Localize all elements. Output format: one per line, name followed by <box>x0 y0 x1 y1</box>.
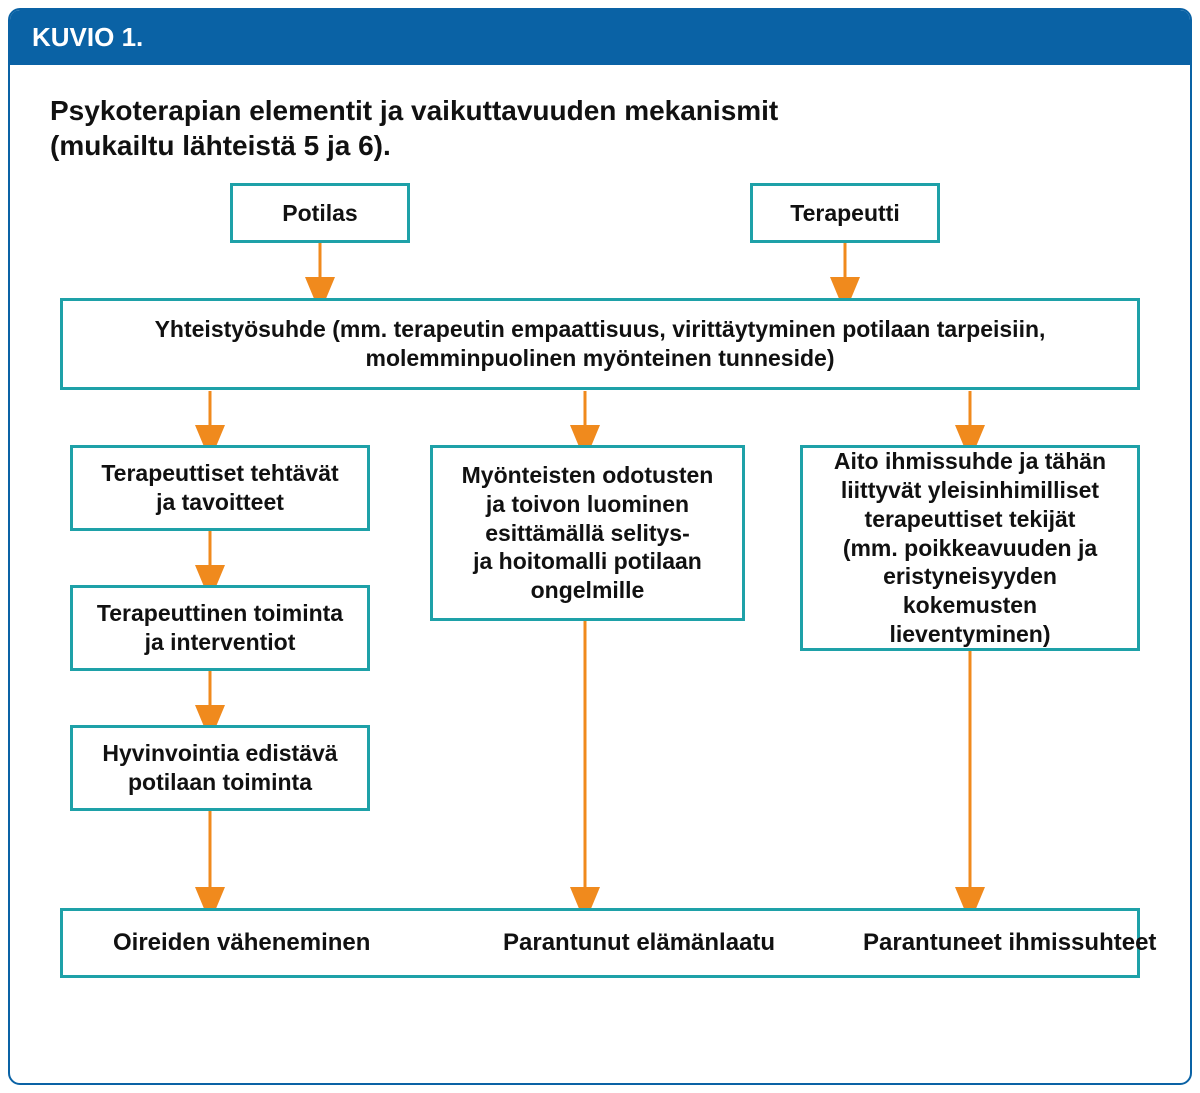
outcome-1: Oireiden väheneminen <box>113 929 370 957</box>
flowchart-canvas: Potilas Terapeutti Yhteistyösuhde (mm. t… <box>30 173 1170 1053</box>
node-therapist: Terapeutti <box>750 183 940 243</box>
figure-header-label: KUVIO 1. <box>32 22 143 52</box>
node-wellbeing-label: Hyvinvointia edistävä potilaan toiminta <box>102 739 337 797</box>
node-action: Terapeuttinen toiminta ja interventiot <box>70 585 370 671</box>
figure-header: KUVIO 1. <box>10 10 1190 65</box>
node-tasks-label: Terapeuttiset tehtävät ja tavoitteet <box>101 459 338 517</box>
figure-title: Psykoterapian elementit ja vaikuttavuude… <box>10 65 1190 173</box>
node-outcomes: Oireiden väheneminen Parantunut elämänla… <box>60 908 1140 978</box>
node-hope: Myönteisten odotusten ja toivon luominen… <box>430 445 745 621</box>
node-patient-label: Potilas <box>282 199 357 228</box>
node-alliance: Yhteistyösuhde (mm. terapeutin empaattis… <box>60 298 1140 390</box>
figure-title-line2: (mukailtu lähteistä 5 ja 6). <box>50 130 391 161</box>
node-relation: Aito ihmissuhde ja tähän liittyvät yleis… <box>800 445 1140 651</box>
node-tasks: Terapeuttiset tehtävät ja tavoitteet <box>70 445 370 531</box>
node-therapist-label: Terapeutti <box>790 199 899 228</box>
outcome-2: Parantunut elämänlaatu <box>503 929 775 957</box>
figure-title-line1: Psykoterapian elementit ja vaikuttavuude… <box>50 95 778 126</box>
node-relation-label: Aito ihmissuhde ja tähän liittyvät yleis… <box>821 447 1119 648</box>
outcome-3: Parantuneet ihmissuhteet <box>863 929 1156 957</box>
figure-frame: KUVIO 1. Psykoterapian elementit ja vaik… <box>8 8 1192 1085</box>
node-patient: Potilas <box>230 183 410 243</box>
node-hope-label: Myönteisten odotusten ja toivon luominen… <box>462 461 714 605</box>
node-alliance-label: Yhteistyösuhde (mm. terapeutin empaattis… <box>155 315 1046 373</box>
node-wellbeing: Hyvinvointia edistävä potilaan toiminta <box>70 725 370 811</box>
node-action-label: Terapeuttinen toiminta ja interventiot <box>97 599 343 657</box>
